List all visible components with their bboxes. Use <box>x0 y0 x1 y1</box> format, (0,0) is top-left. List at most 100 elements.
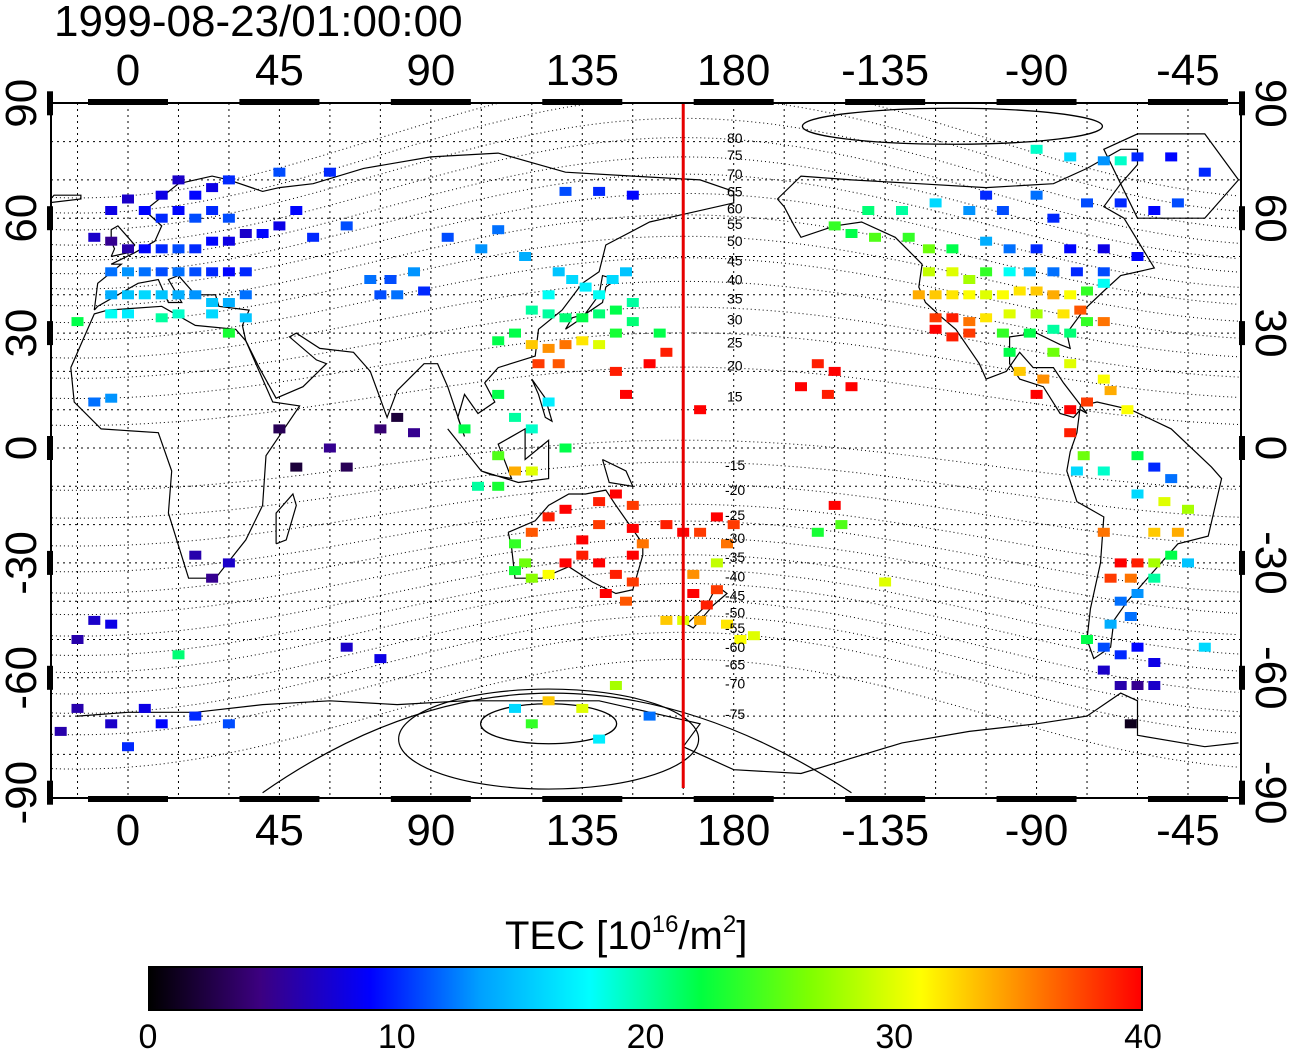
tec-cell <box>206 573 219 583</box>
tec-cell <box>88 397 101 407</box>
tec-cell <box>54 726 67 736</box>
tec-cell <box>1124 573 1137 583</box>
tec-cell <box>1171 198 1184 208</box>
frame-tick-right <box>1239 780 1245 805</box>
tec-cell <box>929 324 942 334</box>
x-tick-label-bottom: -45 <box>1156 806 1220 855</box>
frame-tick-right <box>1239 436 1245 460</box>
x-tick-label-bottom: 90 <box>406 806 455 855</box>
tec-cell <box>1097 156 1110 166</box>
tec-cell <box>599 589 612 598</box>
tec-cell <box>1198 642 1211 652</box>
x-tick-label-bottom: 135 <box>546 806 619 855</box>
colorbar-tick-label: 40 <box>1124 1018 1162 1056</box>
tec-cell <box>1165 152 1178 162</box>
contour-label: 30 <box>727 312 743 328</box>
tec-cell <box>996 206 1009 215</box>
tec-cell <box>172 650 185 660</box>
tec-cells <box>54 144 1211 752</box>
magnetic-contour <box>51 569 1239 656</box>
tec-cell <box>1131 681 1144 690</box>
tec-cell <box>88 615 101 625</box>
tec-cell <box>687 569 700 579</box>
frame-tick-bottom <box>542 796 623 802</box>
tec-cell <box>821 389 834 399</box>
magnetic-contour <box>51 658 1239 770</box>
tec-cell <box>1047 324 1060 334</box>
tec-cell <box>1057 309 1070 319</box>
tec-cell <box>239 229 252 238</box>
frame-ticks <box>47 91 1245 805</box>
frame-tick-left <box>47 665 53 690</box>
contour-label: 80 <box>727 130 743 146</box>
tec-cell <box>1131 589 1144 598</box>
tec-cell <box>963 206 976 215</box>
tec-cell <box>189 213 202 223</box>
tec-cell <box>172 267 185 277</box>
tec-cell <box>1047 267 1060 277</box>
tec-cell <box>609 366 622 376</box>
tec-cell <box>1097 374 1110 384</box>
tec-cell <box>593 734 606 744</box>
tec-cell <box>105 619 118 629</box>
contour-label: 65 <box>727 183 743 199</box>
tec-cell <box>1104 573 1117 583</box>
tec-cell <box>1097 665 1110 675</box>
tec-cell <box>138 267 151 277</box>
tec-cell <box>256 229 269 238</box>
tec-cell <box>542 696 555 706</box>
tec-cell <box>626 523 639 533</box>
tec-cell <box>626 298 639 307</box>
tec-cell <box>996 328 1009 338</box>
tec-cell <box>1074 305 1087 315</box>
tec-cell <box>1114 558 1127 568</box>
tec-cell <box>206 183 219 193</box>
tec-cell <box>239 290 252 300</box>
contour-label: -55 <box>725 620 745 636</box>
colorbar-tick-label: 20 <box>626 1018 665 1056</box>
x-tick-label-top: 180 <box>697 46 770 95</box>
tec-cell <box>189 244 202 254</box>
tec-cell <box>155 213 168 223</box>
tec-cell <box>172 244 185 254</box>
frame-tick-bottom <box>996 796 1077 802</box>
tec-cell <box>1114 198 1127 208</box>
tec-cell <box>643 359 656 369</box>
tec-cell <box>509 566 521 576</box>
tec-cell <box>1064 328 1077 338</box>
tec-cell <box>239 267 252 277</box>
tec-cell <box>1131 642 1144 652</box>
tec-cell <box>1064 405 1077 415</box>
tec-cell <box>525 466 538 476</box>
tec-cell <box>105 309 118 319</box>
frame-tick-right <box>1239 206 1245 231</box>
tec-cell <box>579 282 592 292</box>
tec-cell <box>1114 596 1127 606</box>
tec-cell <box>122 267 134 277</box>
tec-cell <box>980 313 993 323</box>
tec-cell <box>980 267 993 277</box>
tec-cell <box>660 347 673 357</box>
tec-cell <box>1003 267 1016 277</box>
tec-cell <box>869 232 881 242</box>
tec-cell <box>172 206 185 215</box>
tec-cell <box>576 550 589 560</box>
contour-label: 40 <box>727 271 743 287</box>
tec-cell <box>519 252 532 261</box>
tec-cell <box>710 585 723 595</box>
tec-cell <box>509 466 521 476</box>
tec-cell <box>559 504 572 514</box>
tec-cell <box>996 290 1009 300</box>
tec-cell <box>384 275 397 284</box>
tec-cell <box>835 520 848 530</box>
tec-cell <box>576 313 589 323</box>
tec-cell <box>1064 428 1077 438</box>
tec-cell <box>559 558 572 568</box>
south-pole-contour-outer <box>262 692 852 794</box>
tec-cell <box>525 527 538 537</box>
tec-cell <box>492 451 505 461</box>
tec-cell <box>475 244 488 254</box>
tec-cell <box>1148 558 1161 568</box>
tec-cell <box>1081 397 1093 407</box>
tec-cell <box>593 290 606 300</box>
